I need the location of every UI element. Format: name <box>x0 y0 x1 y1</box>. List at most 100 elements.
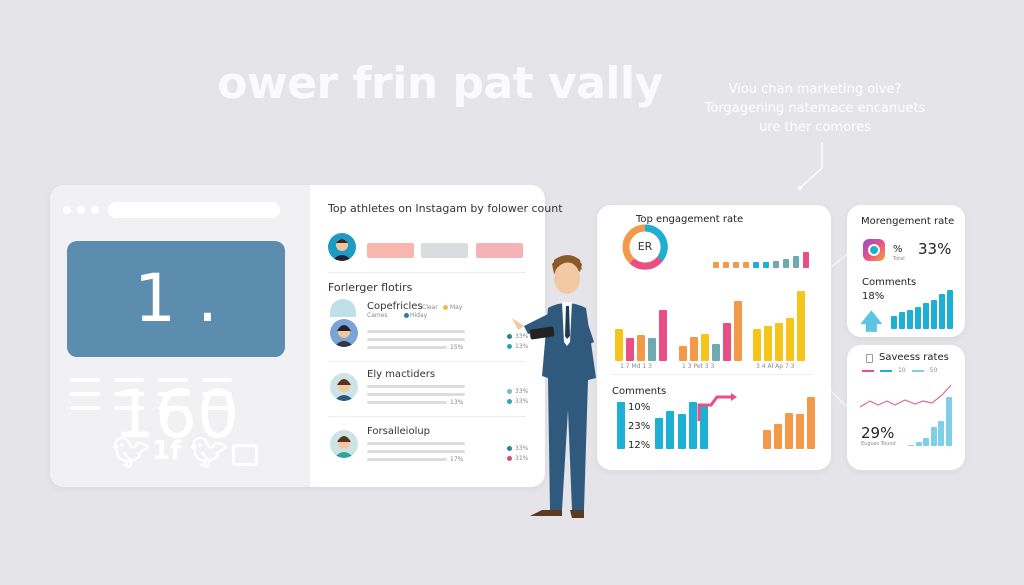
group-label: 3 4 Al Ap 7 3 <box>756 363 795 370</box>
stat-pill <box>421 243 468 258</box>
saves-line <box>860 385 952 408</box>
chart-bar <box>938 421 944 446</box>
entry-stat: 15% <box>450 344 464 351</box>
tag-dot <box>443 305 448 310</box>
chart-bar <box>786 318 794 361</box>
callout-arrow <box>798 142 823 190</box>
note-line: Torgagening natemace encanuets <box>704 101 926 116</box>
stat-percent: 33% <box>515 388 529 395</box>
chart-bar <box>648 338 656 361</box>
text-line <box>367 338 465 341</box>
chart-bar <box>793 256 799 268</box>
stat-percent: 33% <box>515 445 529 452</box>
entry-name: Ely mactiders <box>367 369 436 380</box>
comment-value: 12% <box>628 440 651 451</box>
stat-dot <box>507 389 512 394</box>
comment-value: 10% <box>628 402 651 413</box>
chart-bar <box>753 262 759 268</box>
text-line <box>367 450 465 453</box>
text-line <box>367 393 465 396</box>
panel-title: Top athletes on Instagam by folower coun… <box>328 202 563 215</box>
pct-symbol: % <box>893 244 903 255</box>
chart-bar <box>908 445 914 446</box>
chart-bar <box>947 290 953 329</box>
chart-bar <box>723 323 731 361</box>
chart-bar <box>773 261 779 268</box>
entry-name: Copefricles <box>367 301 423 312</box>
chart-bar <box>783 259 789 268</box>
chart-bar <box>923 438 929 446</box>
comment-value: 23% <box>628 421 651 432</box>
group-label: 1 3 Pet 3 3 <box>682 363 715 370</box>
rate-sub: Total <box>893 256 905 262</box>
stat-dot <box>507 446 512 451</box>
chart-bar <box>700 404 708 449</box>
chart-bar <box>690 337 698 361</box>
text-line <box>367 385 465 388</box>
chart-bar <box>712 344 720 361</box>
chart-bar <box>915 307 921 329</box>
rate-comments-value: 18% <box>862 291 885 302</box>
chart-bar <box>915 442 922 446</box>
share-icon[interactable] <box>232 444 258 466</box>
document-icon <box>866 354 873 363</box>
chart-bar <box>923 303 929 329</box>
chart-bar <box>679 346 687 361</box>
rate-comments-title: Comments <box>862 277 917 288</box>
comments-bar-chart <box>891 289 953 329</box>
saves-bar-chart <box>908 397 952 446</box>
divider <box>612 374 812 375</box>
avatar <box>330 299 356 317</box>
entry-sub: Cames <box>367 312 388 319</box>
saves-card <box>847 345 965 470</box>
chart-bar <box>945 397 952 446</box>
note-line: Viou chan marketing olve? <box>728 82 902 97</box>
facebook-icon[interactable]: 1f <box>152 436 182 466</box>
chart-bar <box>615 329 623 361</box>
instagram-icon <box>863 239 885 261</box>
divider <box>328 272 526 273</box>
headline: ower frin pat vally <box>217 58 663 109</box>
chart-bar <box>763 262 769 268</box>
chart-bar <box>701 334 709 361</box>
twitter-icon[interactable]: 🐦︎ <box>190 436 229 471</box>
rate-card <box>847 205 965 337</box>
trend-line <box>697 393 737 421</box>
text-line <box>367 330 465 333</box>
engagement-title: Top engagement rate <box>636 214 744 225</box>
stat-dot <box>507 399 512 404</box>
chart-bar <box>626 338 634 361</box>
rate-value: 33% <box>918 240 952 258</box>
presenter-illustration <box>512 255 596 518</box>
legend-label: 10 <box>898 367 906 374</box>
text-line <box>367 346 447 349</box>
entry-name: Forsalleiolup <box>367 426 431 437</box>
chart-bar <box>899 312 905 329</box>
entry-tag: May <box>450 304 463 311</box>
address-bar[interactable] <box>108 202 280 218</box>
bar-chart-bottom <box>615 395 815 449</box>
note-line: ure ther comores <box>759 120 871 135</box>
stat-dot <box>507 344 512 349</box>
chart-bar <box>723 262 729 268</box>
group-label: 1 7 Md 1 3 <box>620 363 652 370</box>
chart-bar <box>763 430 771 449</box>
stat-pill <box>367 243 414 258</box>
twitter-icon[interactable]: 🐦︎ <box>112 436 151 471</box>
text-line <box>367 442 465 445</box>
big-number: 1 . 160 <box>67 241 285 453</box>
chart-bar <box>774 424 782 449</box>
avatar <box>330 373 358 401</box>
window-dot <box>63 206 71 214</box>
window-dot <box>77 206 85 214</box>
chart-bar <box>775 323 783 361</box>
stat-pill <box>476 243 523 258</box>
er-donut <box>622 224 668 270</box>
chart-bar <box>734 301 742 361</box>
rate-title: Morengement rate <box>861 216 955 227</box>
arrow-up-icon: 🡅 <box>860 310 883 335</box>
chart-bar <box>689 402 697 449</box>
chart-bar <box>891 316 897 329</box>
avatar <box>330 430 358 458</box>
chart-bar <box>753 329 761 361</box>
